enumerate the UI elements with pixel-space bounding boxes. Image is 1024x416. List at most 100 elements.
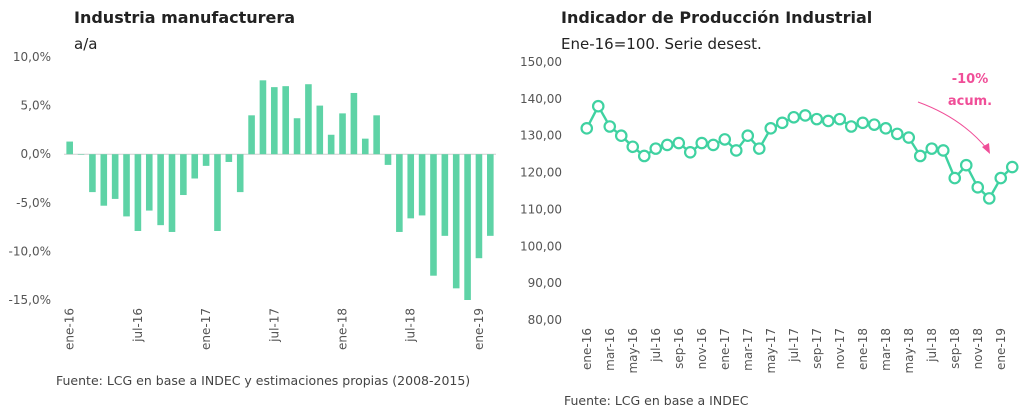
x-tick-label: jul-16	[131, 308, 145, 343]
x-tick-label: nov-17	[833, 328, 847, 369]
manufacturing-panel: Industria manufacturera a/a 10,0% 5,0% 0,0…	[9, 8, 496, 388]
data-point	[752, 142, 766, 155]
y-tick-label: -10,0%	[9, 244, 51, 258]
x-tick-label: ene-19	[994, 328, 1008, 370]
bar	[168, 154, 176, 232]
line-chart-subtitle: Ene-16=100. Serie desest.	[561, 35, 762, 53]
data-point	[890, 127, 904, 141]
data-point	[591, 99, 605, 113]
data-point	[660, 138, 674, 152]
x-tick-label: may-17	[764, 328, 778, 374]
data-point	[614, 129, 628, 143]
bar	[111, 154, 119, 199]
data-point	[844, 120, 858, 133]
bar	[202, 154, 210, 166]
bar	[339, 113, 346, 155]
x-tick-label: sep-18	[948, 328, 962, 369]
data-point	[764, 122, 778, 135]
x-tick-label: sep-17	[810, 328, 824, 369]
bar	[236, 154, 244, 193]
data-point	[913, 149, 927, 163]
bar	[248, 115, 255, 155]
bar	[123, 154, 130, 217]
data-point	[971, 181, 985, 194]
data-point	[729, 144, 743, 157]
bar	[487, 154, 494, 236]
bar	[157, 154, 164, 226]
bar	[282, 86, 289, 155]
x-tick-label: jul-17	[787, 328, 801, 363]
bar-chart: 10,0% 5,0% 0,0% -5,0% -10,0% -15,0% ene-16 jul-…	[9, 50, 496, 350]
x-tick-label: ene-18	[856, 328, 870, 370]
annotation-arrowhead	[982, 143, 990, 154]
x-tick-label: ene-16	[580, 328, 594, 370]
data-point	[775, 116, 789, 130]
bar	[475, 154, 483, 259]
data-point	[867, 118, 881, 131]
data-point	[683, 146, 697, 159]
x-tick-label: mar-18	[879, 328, 893, 371]
bar-chart-subtitle: a/a	[74, 35, 98, 53]
bar	[259, 80, 267, 155]
bar	[305, 84, 312, 155]
data-point	[959, 158, 973, 172]
bar	[191, 154, 199, 179]
production-index-panel: Indicador de Producción Industrial Ene-1…	[512, 0, 1024, 416]
x-tick-label: ene-16	[63, 308, 77, 350]
data-point	[718, 133, 732, 146]
data-point	[948, 171, 962, 185]
x-tick-label: may-18	[902, 328, 916, 374]
data-point	[810, 112, 824, 126]
line-chart: -10% acum. 150,00 140,00 130,00 120,00 110,0…	[520, 55, 1019, 374]
data-point	[925, 142, 939, 155]
bar-chart-title: Industria manufacturera	[74, 8, 296, 27]
bar	[464, 154, 471, 300]
bar	[77, 154, 85, 155]
bar	[441, 154, 449, 236]
y-tick-label: -15,0%	[9, 293, 51, 307]
bar-chart-source: Fuente: LCG en base a INDEC y estimacion…	[56, 373, 471, 388]
data-point	[741, 129, 755, 143]
x-tick-label: jul-16	[649, 328, 663, 363]
y-tick-label: 0,0%	[21, 147, 52, 161]
bar	[134, 154, 142, 231]
data-point	[798, 109, 812, 122]
x-tick-label: jul-18	[404, 308, 418, 343]
data-point	[936, 144, 950, 157]
line-chart-source: Fuente: LCG en base a INDEC	[564, 393, 749, 408]
annotation-line2: acum.	[948, 94, 992, 109]
x-tick-label: jul-17	[267, 308, 281, 343]
y-tick-label: 5,0%	[21, 99, 52, 113]
y-tick-label: 80,00	[528, 313, 562, 327]
data-point	[787, 110, 801, 124]
bar	[214, 154, 221, 231]
data-point	[856, 116, 870, 130]
data-point	[706, 138, 720, 152]
bar	[350, 92, 358, 155]
x-tick-label: mar-16	[603, 328, 617, 371]
bar	[452, 154, 460, 289]
y-tick-label: 90,00	[528, 276, 562, 290]
data-point	[672, 136, 686, 150]
bar	[396, 154, 403, 232]
y-tick-label: 140,00	[520, 92, 562, 106]
x-tick-label: jul-18	[925, 328, 939, 363]
x-tick-label: may-16	[626, 328, 640, 374]
data-point	[603, 120, 617, 133]
x-tick-label: ene-17	[718, 328, 732, 370]
data-point	[994, 171, 1008, 185]
data-point	[902, 131, 916, 144]
bar	[100, 154, 108, 206]
y-tick-label: 110,00	[520, 202, 562, 216]
annotation-line1: -10%	[952, 72, 989, 87]
bar	[418, 154, 426, 216]
bar	[373, 115, 380, 155]
data-point	[1005, 160, 1019, 174]
y-tick-label: 100,00	[520, 239, 562, 253]
y-tick-label: -5,0%	[16, 196, 51, 210]
data-point	[649, 142, 663, 155]
data-point	[982, 192, 996, 205]
bar	[407, 154, 415, 219]
x-tick-label: ene-19	[472, 308, 486, 350]
data-point	[580, 122, 594, 135]
